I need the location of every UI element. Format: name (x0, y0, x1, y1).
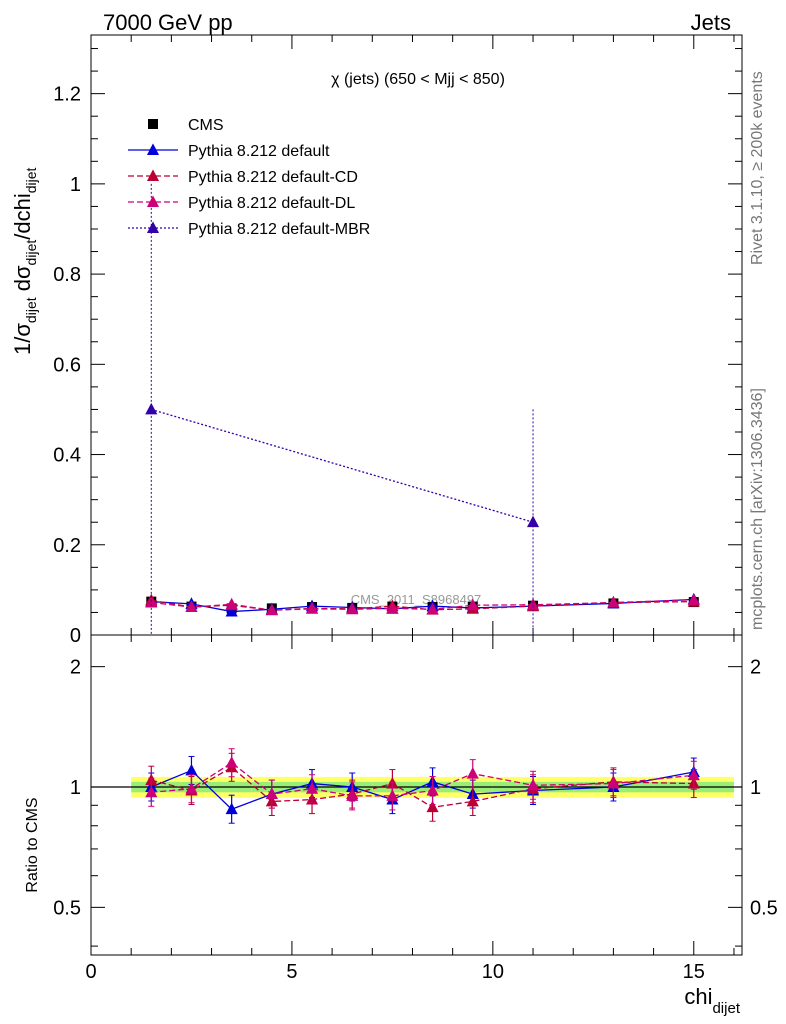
analysis-watermark: CMS_2011_S8968497 (351, 592, 482, 607)
ratio-point-2 (225, 756, 238, 768)
ratio-point-2 (305, 782, 319, 794)
legend-label: Pythia 8.212 default-MBR (188, 221, 370, 238)
y-tick-label: 0.2 (53, 535, 81, 557)
ratio-point-2 (526, 778, 540, 791)
ratio-point-2 (185, 782, 198, 794)
ratio-point-0 (185, 763, 198, 776)
y-tick-label: 0.8 (53, 264, 81, 286)
ratio-line-0 (151, 769, 694, 810)
ratio-point-1 (426, 800, 439, 813)
ratio-point-2 (145, 785, 158, 798)
data-point-3 (426, 602, 439, 615)
series-line-2 (151, 599, 694, 611)
legend-marker (146, 143, 160, 155)
legend: CMS Pythia 8.212 default Pythia 8.212 defa… (128, 117, 370, 238)
header-left-label: 7000 GeV pp (103, 10, 233, 35)
main-plot-panel: 0 0.2 0.4 0.6 0.8 1 1.2 (53, 34, 743, 955)
ratio-line-1 (151, 766, 694, 808)
data-point-3 (265, 603, 278, 616)
y-tick-label: 0.4 (53, 445, 81, 467)
ratio-line-2 (151, 761, 694, 797)
legend-label: Pythia 8.212 default-DL (188, 195, 355, 212)
data-point-3 (466, 598, 479, 611)
series-line-3 (151, 599, 694, 611)
ratio-point-2 (687, 768, 700, 781)
data-point-3 (185, 600, 198, 612)
data-point-4 (526, 515, 540, 528)
y-tick-label: 1 (70, 777, 81, 799)
ratio-point-2 (607, 776, 620, 789)
legend-marker (146, 169, 160, 181)
ratio-plot-panel: 0 5 10 15 0.5 0.5 1 1 2 2 (53, 634, 778, 983)
series-line-4 (151, 408, 534, 523)
data-point-3 (225, 597, 238, 610)
legend-marker (146, 221, 160, 233)
data-point-3 (346, 602, 359, 615)
ratio-point-0 (225, 802, 238, 815)
x-tick-label: 5 (286, 961, 297, 983)
x-tick-label: 0 (85, 961, 96, 983)
data-point-1 (225, 604, 238, 617)
side-label-rivet: Rivet 3.1.10, ≥ 200k events (749, 71, 766, 265)
x-tick-label: 15 (683, 961, 705, 983)
y-tick-label-right: 0.5 (750, 897, 778, 919)
y-tick-label: 1.2 (53, 84, 81, 106)
side-label-mcplots: mcplots.cern.ch [arXiv:1306.3436] (749, 388, 766, 630)
ratio-point-2 (265, 787, 278, 800)
data-point-3 (687, 593, 700, 605)
ratio-point-1 (466, 794, 479, 807)
legend-marker (148, 119, 158, 129)
legend-label: Pythia 8.212 default-CD (188, 169, 358, 186)
ratio-xlabel: chidijet (684, 984, 740, 1017)
data-point-3 (305, 602, 319, 614)
legend-label: CMS (188, 117, 224, 134)
y-tick-label: 0.6 (53, 354, 81, 376)
ratio-frame (90, 634, 743, 956)
ratio-point-2 (346, 789, 359, 801)
main-title: χ (jets) (650 < Mjj < 850) (331, 71, 505, 88)
main-ylabel: 1/σdijet dσdijet/dchidijet (10, 167, 39, 355)
y-tick-label-right: 2 (750, 657, 761, 679)
ratio-point-2 (386, 789, 399, 801)
legend-marker (146, 195, 160, 207)
ratio-point-2 (426, 783, 439, 796)
data-point-3 (386, 601, 399, 614)
legend-label: Pythia 8.212 default (188, 143, 330, 160)
y-tick-label: 0 (70, 625, 81, 647)
data-point-3 (526, 598, 540, 610)
y-tick-label: 1 (70, 174, 81, 196)
data-point-3 (607, 595, 620, 608)
header-right-label: Jets (691, 10, 731, 35)
x-tick-label: 10 (482, 961, 504, 983)
y-tick-label: 2 (70, 657, 81, 679)
ratio-point-2 (466, 767, 479, 779)
y-tick-label-right: 1 (750, 777, 761, 799)
y-tick-label: 0.5 (53, 897, 81, 919)
ratio-ylabel: Ratio to CMS (24, 797, 41, 892)
